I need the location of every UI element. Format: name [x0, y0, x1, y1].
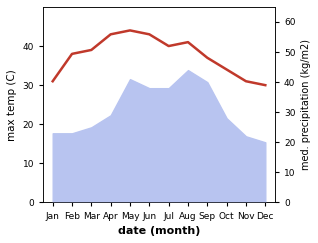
Y-axis label: max temp (C): max temp (C) [7, 69, 17, 141]
X-axis label: date (month): date (month) [118, 226, 200, 236]
Y-axis label: med. precipitation (kg/m2): med. precipitation (kg/m2) [301, 39, 311, 170]
